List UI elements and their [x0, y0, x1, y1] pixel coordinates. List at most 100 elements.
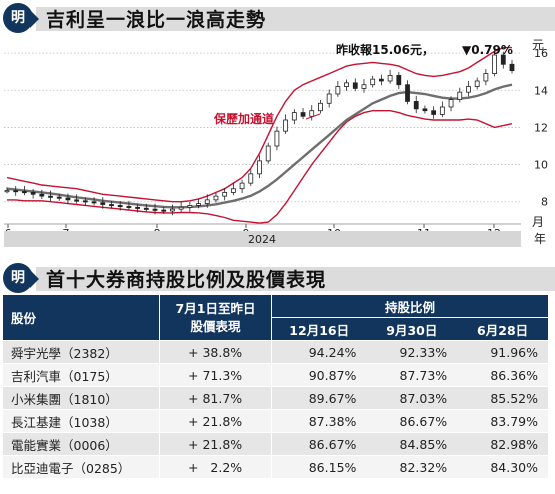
- candle-body: [474, 80, 480, 87]
- candle-body: [91, 201, 97, 204]
- table-row: 比亞迪電子（0285） + 2.2% 86.15% 82.32% 84.30%: [3, 455, 548, 479]
- candle-body: [405, 84, 410, 102]
- header-change: 7月1日至昨日 股價表現: [159, 295, 272, 341]
- header-date-1: 12月16日: [271, 317, 367, 341]
- candle-body: [318, 102, 323, 112]
- candle-body: [309, 110, 315, 117]
- bollinger-label-pointer: [305, 113, 321, 120]
- candle-body: [126, 205, 132, 208]
- holding-jun28-cell: 86.36%: [457, 363, 548, 387]
- candle-body: [300, 112, 306, 117]
- table-title: 首十大券商持股比例及股價表現: [46, 269, 327, 291]
- broker-holding-table: 股份 7月1日至昨日 股價表現 持股比例 12月16日 9月30日 6月28日 …: [3, 295, 548, 479]
- moving-average-line: [6, 83, 513, 209]
- table-subheader-row: 12月16日 9月30日 6月28日: [3, 317, 548, 341]
- candle-body: [161, 209, 167, 212]
- candle-body: [274, 130, 280, 147]
- candle-body: [4, 190, 10, 193]
- candle-body: [457, 91, 463, 100]
- candle-body: [30, 192, 36, 195]
- table-title-bar: 明 首十大券商持股比例及股價表現: [0, 262, 555, 293]
- title-strip: [36, 7, 555, 31]
- candle-body: [222, 192, 228, 197]
- candle-body: [239, 182, 245, 190]
- holding-sep30-cell: 84.85%: [366, 432, 458, 456]
- candle-body: [22, 191, 27, 194]
- candle-body: [466, 86, 471, 93]
- holding-dec16-cell: 87.38%: [271, 409, 367, 433]
- holding-jun28-cell: 85.52%: [457, 386, 548, 410]
- stock-cell: 長江基建（1038）: [3, 409, 160, 433]
- header-stock: 股份: [3, 295, 160, 341]
- candle-body: [82, 200, 88, 203]
- candle-body: [352, 82, 358, 89]
- candle-body: [213, 195, 219, 201]
- header-date-2: 9月30日: [366, 317, 458, 341]
- candle-body: [431, 110, 437, 115]
- candle-body: [492, 54, 497, 74]
- candle-body: [117, 205, 123, 208]
- candle-body: [483, 73, 489, 82]
- candle-body: [335, 86, 341, 95]
- holding-jun28-cell: 82.98%: [457, 432, 548, 456]
- candle-body: [265, 145, 271, 162]
- bollinger-label: 保歷加通道: [213, 111, 274, 126]
- upper-band-line: [6, 46, 512, 203]
- change-cell: + 81.7%: [159, 386, 272, 410]
- candle-body: [248, 173, 254, 184]
- candle-body: [326, 93, 332, 104]
- holding-jun28-cell: 84.30%: [457, 455, 548, 479]
- table-row: 舜宇光學（2382） + 38.8% 94.24% 92.33% 91.96%: [3, 340, 548, 364]
- candle-body: [48, 195, 53, 198]
- change-cell: + 21.8%: [159, 409, 272, 433]
- stock-cell: 小米集團（1810）: [3, 386, 160, 410]
- candle-body: [257, 160, 262, 175]
- chart-title: 吉利呈一浪比一浪高走勢: [46, 9, 267, 31]
- holding-sep30-cell: 87.03%: [366, 386, 458, 410]
- stock-cell: 舜宇光學（2382）: [3, 340, 160, 364]
- candle-body: [370, 78, 376, 86]
- lower-band-line: [7, 110, 513, 224]
- candle-body: [413, 101, 419, 110]
- y-tick-label: 8: [541, 196, 548, 209]
- holding-sep30-cell: 86.67%: [366, 409, 458, 433]
- holding-dec16-cell: 86.15%: [271, 455, 367, 479]
- holding-dec16-cell: 94.24%: [271, 340, 367, 364]
- holding-jun28-cell: 83.79%: [457, 409, 548, 433]
- candle-body: [100, 202, 106, 205]
- candle-body: [152, 208, 158, 211]
- candle-body: [283, 119, 289, 132]
- candle-body: [361, 84, 367, 89]
- header-stock-label: 股份: [11, 311, 37, 326]
- year-unit-label: 年: [534, 232, 546, 246]
- stock-cell: 電能實業（0006）: [3, 432, 160, 456]
- change-cell: + 21.8%: [159, 432, 272, 456]
- holding-dec16-cell: 90.87%: [271, 363, 367, 387]
- logo-pointer: [30, 270, 39, 288]
- table-row: 長江基建（1038） + 21.8% 87.38% 86.67% 83.79%: [3, 409, 548, 433]
- ming-logo-icon: 明: [3, 263, 33, 293]
- candle-body: [65, 197, 71, 201]
- candle-body: [448, 99, 454, 108]
- holding-jun28-cell: 91.96%: [457, 340, 548, 364]
- y-tick-label: 14: [534, 84, 548, 97]
- candle-body: [196, 203, 201, 206]
- candle-body: [230, 188, 236, 193]
- change-annotation: ▼0.79%: [462, 43, 513, 57]
- header-change-line2: 股價表現: [190, 318, 241, 334]
- candle-body: [344, 82, 349, 87]
- stock-cell: 比亞迪電子（0285）: [3, 455, 160, 479]
- candle-body: [170, 208, 175, 212]
- candle-body: [378, 78, 384, 82]
- table-header-row: 股份 7月1日至昨日 股價表現 持股比例: [3, 295, 548, 341]
- y-unit-label: 元: [532, 38, 544, 52]
- holding-dec16-cell: 86.67%: [271, 432, 367, 456]
- header-change-line1: 7月1日至昨日: [175, 300, 256, 316]
- candle-body: [13, 190, 19, 193]
- candle-body: [422, 108, 428, 112]
- change-cell: + 71.3%: [159, 363, 272, 387]
- candle-body: [135, 206, 141, 209]
- candle-body: [109, 204, 114, 207]
- candle-body: [143, 207, 149, 210]
